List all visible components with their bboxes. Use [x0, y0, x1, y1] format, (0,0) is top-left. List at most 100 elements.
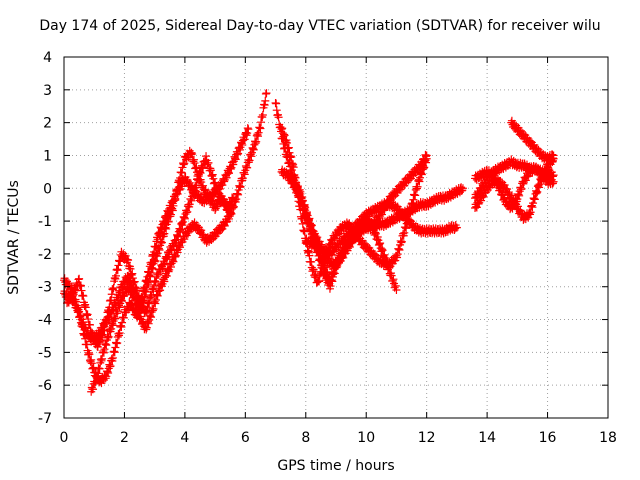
data-point	[284, 169, 293, 178]
data-point	[95, 364, 104, 373]
data-point	[187, 196, 196, 205]
data-point	[110, 273, 119, 282]
data-point	[166, 212, 175, 221]
data-point	[413, 182, 422, 191]
data-point	[399, 229, 408, 238]
data-point	[244, 158, 253, 167]
data-point	[180, 214, 189, 223]
data-point	[199, 163, 208, 172]
data-point	[285, 148, 294, 157]
data-point	[176, 225, 185, 234]
x-tick-label: 4	[180, 430, 189, 446]
data-point	[409, 190, 418, 199]
data-point	[367, 222, 376, 231]
data-point	[116, 256, 125, 265]
data-point	[76, 281, 85, 290]
data-point	[64, 279, 73, 288]
data-point	[233, 189, 242, 198]
data-point	[400, 228, 409, 237]
data-point	[113, 307, 122, 316]
data-point	[409, 195, 418, 204]
data-point	[156, 237, 165, 246]
data-point	[548, 150, 557, 159]
data-point	[74, 308, 83, 317]
data-point	[301, 234, 310, 243]
data-point	[261, 89, 270, 98]
data-point	[458, 186, 467, 195]
data-point	[87, 328, 96, 337]
data-point	[225, 169, 234, 178]
data-point	[319, 261, 328, 270]
data-point	[201, 185, 210, 194]
data-point	[169, 201, 178, 210]
data-point	[318, 242, 327, 251]
data-point	[150, 257, 159, 266]
data-point	[243, 163, 252, 172]
data-point	[300, 227, 309, 236]
data-point	[211, 178, 220, 187]
data-point	[297, 197, 306, 206]
data-point	[280, 131, 289, 140]
data-point	[272, 99, 281, 108]
data-point	[130, 296, 139, 305]
y-tick-label: 4	[43, 50, 52, 66]
data-point	[235, 183, 244, 192]
data-point	[97, 356, 106, 365]
data-point	[161, 254, 170, 263]
data-point	[159, 230, 168, 239]
data-point	[512, 200, 521, 209]
data-point	[396, 236, 405, 245]
data-point	[99, 346, 108, 355]
data-point	[328, 277, 337, 286]
data-point	[118, 318, 127, 327]
data-point	[505, 189, 514, 198]
data-point	[110, 348, 119, 357]
data-point	[220, 195, 229, 204]
data-point	[298, 206, 307, 215]
data-point	[107, 324, 116, 333]
series-track-13	[507, 116, 558, 165]
data-point	[378, 246, 387, 255]
data-point	[168, 256, 177, 265]
data-point	[422, 154, 431, 163]
data-point	[69, 291, 78, 300]
data-point	[258, 111, 267, 120]
data-point	[85, 320, 94, 329]
data-point	[532, 189, 541, 198]
data-point	[77, 286, 86, 295]
data-point	[420, 163, 429, 172]
data-point	[516, 206, 525, 215]
data-point	[247, 152, 256, 161]
series-track-4	[87, 89, 271, 396]
data-point	[208, 196, 217, 205]
data-point	[290, 180, 299, 189]
y-tick-label: 0	[43, 181, 52, 197]
data-point	[104, 369, 113, 378]
data-point	[256, 124, 265, 133]
data-point	[99, 348, 108, 357]
data-points	[60, 89, 558, 396]
data-point	[164, 267, 173, 276]
data-point	[537, 177, 546, 186]
data-point	[289, 163, 298, 172]
data-point	[93, 373, 102, 382]
data-point	[284, 144, 293, 153]
data-point	[160, 273, 169, 282]
series-track-1	[60, 124, 253, 346]
data-point	[422, 158, 431, 167]
data-point	[326, 282, 335, 291]
data-point	[108, 285, 117, 294]
data-point	[529, 194, 538, 203]
data-point	[133, 286, 142, 295]
data-point	[126, 264, 135, 273]
data-point	[249, 145, 258, 154]
data-point	[322, 274, 331, 283]
x-tick-label: 16	[539, 430, 557, 446]
data-point	[88, 329, 97, 338]
data-point	[211, 204, 220, 213]
data-point	[284, 143, 293, 152]
data-point	[157, 239, 166, 248]
data-point	[76, 282, 85, 291]
data-point	[274, 113, 283, 122]
data-point	[81, 303, 90, 312]
